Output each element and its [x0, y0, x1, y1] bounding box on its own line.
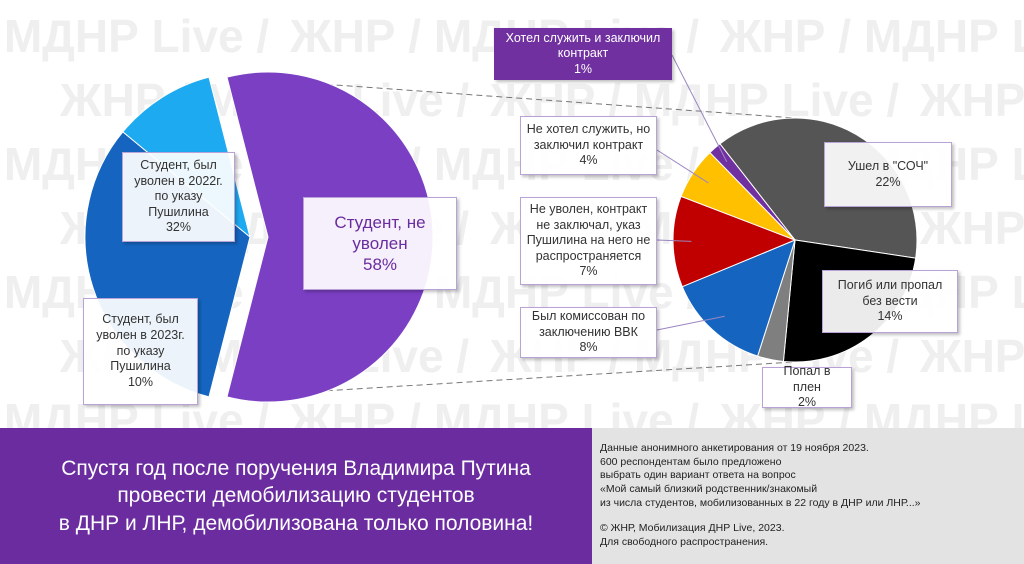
- label-name: Не хотел служить, но заключил контракт: [526, 122, 651, 152]
- watermark: ЖНР / МДНР Live /: [719, 10, 1024, 62]
- data-label: Студент, не уволен 58%: [303, 197, 457, 290]
- data-label: Ушел в "СОЧ" 22%: [824, 142, 952, 207]
- data-label: Попал в плен 2%: [762, 364, 852, 410]
- data-label: Не хотел служить, но заключил контракт 4%: [520, 116, 657, 175]
- label-value: 1%: [573, 61, 593, 76]
- label-value: 32%: [165, 220, 192, 235]
- note-line: 600 респондентам было предложено: [600, 455, 782, 468]
- label-name: Студент, был уволен в 2023г. по указу Пу…: [96, 312, 185, 374]
- note-line: из числа студентов, мобилизованных в 22 …: [600, 496, 921, 509]
- pie-slice: [672, 195, 797, 288]
- label-name: Студент, был уволен в 2022г. по указу Пу…: [134, 157, 223, 219]
- label-name: Не уволен, контракт не заключал, указ Пу…: [526, 201, 651, 263]
- data-label: Студент, был уволен в 2022г. по указу Пу…: [122, 152, 235, 242]
- label-value: 22%: [875, 174, 901, 189]
- headline-line: провести демобилизацию студентов: [117, 484, 475, 508]
- watermark: ЖНР / МДНР Live /: [919, 74, 1024, 126]
- pie-slice: [681, 239, 796, 357]
- label-name: Ушел в "СОЧ": [847, 158, 929, 173]
- label-name: Погиб или пропал без вести: [837, 278, 943, 308]
- watermark: ЖНР / МДНР Live /: [0, 10, 269, 62]
- headline-line: Спустя год после поручения Владимира Пут…: [61, 457, 531, 481]
- label-name: Студент, не уволен: [334, 212, 426, 253]
- note-line: «Мой самый близкий родственник/знакомый: [600, 482, 818, 495]
- data-label: Студент, был уволен в 2023г. по указу Пу…: [83, 298, 198, 405]
- leader-line: [656, 315, 725, 331]
- data-label: Не уволен, контракт не заключал, указ Пу…: [520, 197, 657, 285]
- label-value: 7%: [579, 264, 598, 279]
- note: Данные анонимного анкетирования от 19 но…: [592, 428, 1024, 564]
- data-label: Хотел служить и заключил контракт 1%: [494, 28, 672, 80]
- label-name: Хотел служить и заключил контракт: [505, 30, 661, 61]
- headline-line: в ДНР и ЛНР, демобилизована только полов…: [58, 511, 534, 535]
- data-label: Погиб или пропал без вести 14%: [822, 270, 958, 333]
- copyright-line: Для свободного распространения.: [600, 535, 769, 548]
- headline: Спустя год после поручения Владимира Пут…: [0, 428, 592, 564]
- data-label: Был комиссован по заключению ВВК 8%: [520, 307, 657, 358]
- note-line: выбрать один вариант ответа на вопрос: [600, 469, 796, 482]
- watermark: ЖНР / МДНР Live /: [919, 330, 1024, 382]
- copyright-line: © ЖНР, Мобилизация ДНР Live, 2023.: [600, 522, 785, 535]
- spacer: [600, 510, 1024, 522]
- label-name: Был комиссован по заключению ВВК: [531, 309, 646, 339]
- label-value: 58%: [362, 255, 398, 275]
- pie-slice: [709, 143, 796, 241]
- leader-line: [656, 239, 692, 242]
- watermark: ЖНР / МДНР Live /: [919, 202, 1024, 254]
- label-value: 2%: [797, 395, 817, 410]
- label-value: 14%: [877, 309, 903, 324]
- label-value: 4%: [579, 153, 598, 168]
- leader-line: [671, 54, 728, 163]
- note-line: Данные анонимного анкетирования от 19 но…: [600, 442, 869, 454]
- label-name: Попал в плен: [783, 364, 831, 394]
- label-value: 8%: [579, 340, 598, 355]
- label-value: 10%: [127, 374, 154, 389]
- leader-line: [656, 149, 709, 184]
